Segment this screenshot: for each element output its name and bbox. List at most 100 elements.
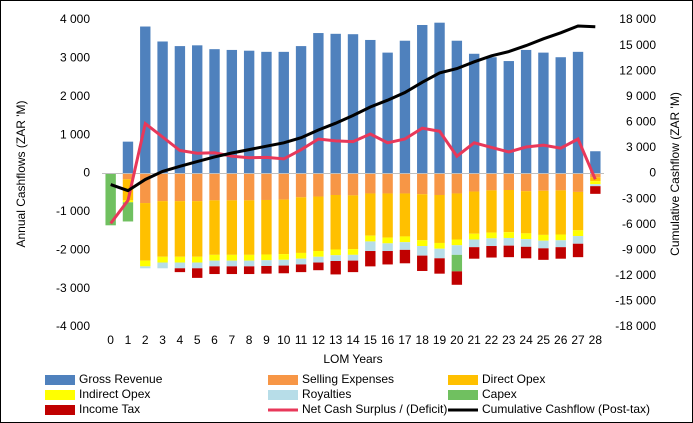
bar xyxy=(572,191,584,231)
bar xyxy=(347,254,359,261)
bar xyxy=(295,46,307,174)
x-tick-label: 12 xyxy=(312,333,326,347)
bar xyxy=(572,236,584,244)
bar xyxy=(347,260,359,273)
y-tick-label: 4 000 xyxy=(60,12,90,26)
bar xyxy=(468,173,480,192)
bar xyxy=(157,256,168,263)
bar xyxy=(261,260,272,266)
bar xyxy=(243,254,255,261)
bar xyxy=(226,49,238,174)
x-tick-label: 5 xyxy=(194,333,201,347)
bar xyxy=(157,262,168,269)
y2-tick-label: -12 000 xyxy=(615,268,656,282)
line-series xyxy=(109,120,597,225)
legend-label: Direct Opex xyxy=(482,372,545,386)
y2-tick-label: 6 000 xyxy=(626,115,656,129)
bar xyxy=(434,173,445,195)
bar xyxy=(486,246,497,258)
legend-label: Indirect Opex xyxy=(79,387,150,401)
bar xyxy=(209,173,220,201)
x-tick-label: 28 xyxy=(589,333,603,347)
bar xyxy=(451,239,463,246)
bar xyxy=(486,173,497,191)
bar xyxy=(261,199,272,255)
line-series xyxy=(110,24,596,193)
bar xyxy=(209,260,220,267)
x-axis-title: LOM Years xyxy=(323,352,382,366)
bar xyxy=(399,173,411,194)
bar xyxy=(503,173,514,191)
x-tick-label: 3 xyxy=(159,333,166,347)
bar xyxy=(538,173,549,191)
bar xyxy=(538,248,549,260)
y2-tick-label: -6 000 xyxy=(622,217,656,231)
bar xyxy=(192,268,203,278)
bar xyxy=(174,201,186,257)
bar xyxy=(382,237,393,244)
bar xyxy=(434,22,445,174)
bar xyxy=(209,254,220,261)
bar xyxy=(243,200,255,255)
y-tick-label: -1 000 xyxy=(56,204,90,218)
bar xyxy=(313,33,324,174)
bar xyxy=(503,232,514,238)
bar xyxy=(140,260,151,267)
bar xyxy=(520,239,532,247)
y-axis-title: Annual Cashflows (ZAR 'M) xyxy=(14,100,28,247)
x-tick-label: 21 xyxy=(467,333,481,347)
bar xyxy=(226,173,238,201)
bar xyxy=(330,173,341,195)
legend-swatch xyxy=(45,390,75,400)
bar xyxy=(226,260,238,267)
bar xyxy=(313,251,324,257)
legend-label: Selling Expenses xyxy=(302,372,394,386)
bar xyxy=(382,243,393,252)
bar xyxy=(417,240,428,247)
bar xyxy=(468,53,480,174)
bar xyxy=(468,191,480,234)
bar xyxy=(295,258,307,265)
bar xyxy=(417,24,428,174)
legend-label: Capex xyxy=(482,387,517,401)
bar xyxy=(192,173,203,202)
y2-tick-label: 3 000 xyxy=(626,140,656,154)
bar xyxy=(347,34,359,174)
bar xyxy=(538,190,549,235)
bar xyxy=(140,203,151,261)
bar xyxy=(399,242,411,250)
y2-tick-label: 15 000 xyxy=(619,38,656,52)
bar xyxy=(226,254,238,261)
x-tick-label: 27 xyxy=(571,333,585,347)
x-tick-label: 9 xyxy=(263,333,270,347)
x-tick-label: 15 xyxy=(364,333,378,347)
bar xyxy=(468,233,480,240)
bar xyxy=(157,201,168,257)
x-tick-label: 26 xyxy=(554,333,568,347)
bar xyxy=(330,249,341,256)
y-tick-label: 1 000 xyxy=(60,127,90,141)
bar xyxy=(451,271,463,285)
bar xyxy=(538,234,549,241)
bar xyxy=(451,193,463,240)
bar xyxy=(140,26,151,174)
bar xyxy=(538,240,549,249)
x-tick-label: 25 xyxy=(537,333,551,347)
bar xyxy=(520,191,532,234)
bar xyxy=(555,234,566,241)
x-tick-label: 22 xyxy=(485,333,499,347)
bar xyxy=(382,193,393,238)
bar xyxy=(157,173,168,202)
x-tick-label: 0 xyxy=(107,333,114,347)
y2-tick-label: 0 xyxy=(649,166,656,180)
bar xyxy=(347,249,359,255)
bar xyxy=(572,230,584,237)
x-tick-label: 13 xyxy=(329,333,343,347)
bar xyxy=(226,200,238,255)
x-tick-label: 10 xyxy=(277,333,291,347)
bar xyxy=(503,190,514,233)
bar xyxy=(555,173,566,191)
bar xyxy=(313,173,324,197)
x-tick-label: 16 xyxy=(381,333,395,347)
bar xyxy=(399,193,411,237)
